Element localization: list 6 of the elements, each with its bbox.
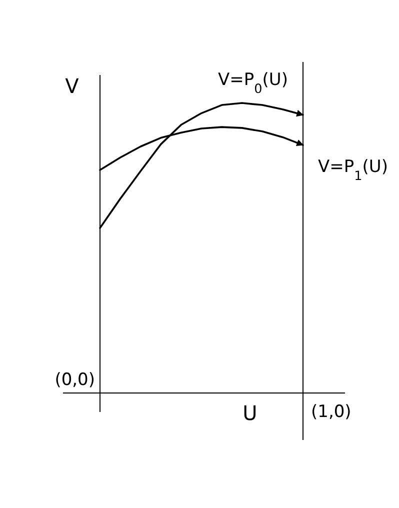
text: (1,0) <box>311 402 352 422</box>
series-label: V=P$_{1}$(U) <box>318 157 388 184</box>
annotation: (0,0) <box>54 370 95 390</box>
y-axis-title: V <box>65 74 80 98</box>
series-label: V=P$_{0}$(U) <box>218 70 288 96</box>
x-axis-title: U <box>242 401 258 425</box>
